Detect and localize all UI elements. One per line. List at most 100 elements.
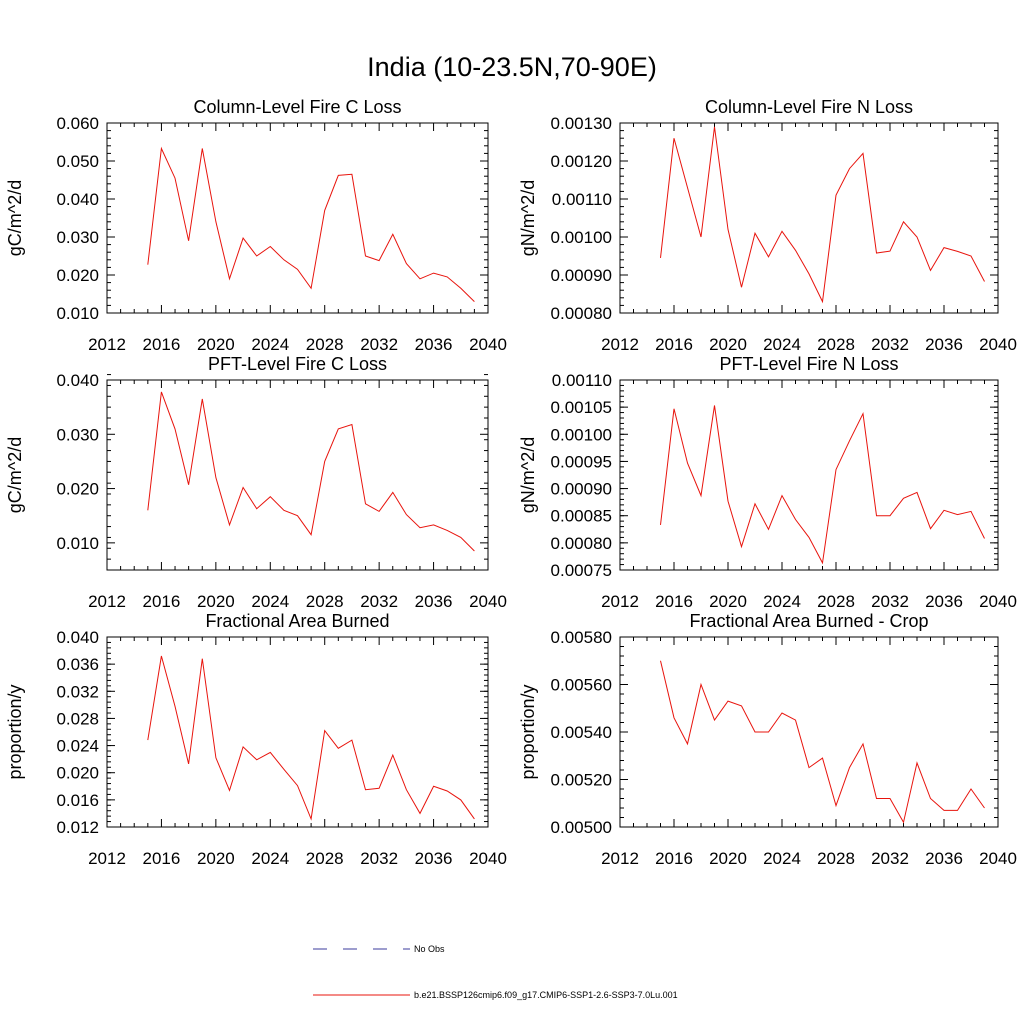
- series-line: [147, 146, 475, 302]
- y-axis-label: gC/m^2/d: [5, 437, 25, 513]
- x-tick-label: 2020: [197, 335, 235, 354]
- x-tick-label: 2028: [306, 592, 344, 611]
- x-tick-label: 2036: [925, 592, 963, 611]
- y-tick-label: 0.030: [56, 228, 99, 247]
- x-tick-label: 2012: [601, 335, 639, 354]
- panel-title: Column-Level Fire N Loss: [705, 97, 913, 117]
- series-line: [147, 655, 475, 821]
- x-tick-label: 2020: [709, 592, 747, 611]
- x-tick-label: 2032: [360, 849, 398, 868]
- y-tick-label: 0.00090: [551, 266, 612, 285]
- series-line: [147, 391, 475, 552]
- y-tick-label: 0.00100: [551, 425, 612, 444]
- y-tick-label: 0.050: [56, 152, 99, 171]
- y-axis-label: gN/m^2/d: [518, 180, 538, 256]
- x-tick-label: 2040: [979, 849, 1017, 868]
- x-tick-label: 2016: [143, 849, 181, 868]
- y-tick-label: 0.036: [56, 655, 99, 674]
- panel-title: Column-Level Fire C Loss: [193, 97, 401, 117]
- x-tick-label: 2032: [871, 335, 909, 354]
- x-tick-label: 2036: [415, 849, 453, 868]
- y-tick-label: 0.030: [56, 425, 99, 444]
- y-tick-label: 0.00500: [551, 818, 612, 837]
- x-tick-label: 2016: [655, 592, 693, 611]
- y-tick-label: 0.020: [56, 764, 99, 783]
- y-tick-label: 0.040: [56, 190, 99, 209]
- y-axis-label: gN/m^2/d: [518, 437, 538, 513]
- y-tick-label: 0.00090: [551, 480, 612, 499]
- x-tick-label: 2036: [925, 849, 963, 868]
- series-line: [660, 126, 985, 304]
- x-tick-label: 2040: [469, 592, 507, 611]
- x-tick-label: 2032: [871, 592, 909, 611]
- x-tick-label: 2028: [306, 335, 344, 354]
- plot-frame: [619, 122, 999, 314]
- y-tick-label: 0.00080: [551, 534, 612, 553]
- x-tick-label: 2040: [979, 592, 1017, 611]
- x-tick-label: 2040: [469, 335, 507, 354]
- y-tick-label: 0.00075: [551, 561, 612, 580]
- y-tick-label: 0.040: [56, 371, 99, 390]
- panel-6: Fractional Area Burned - Crop proportion/…: [518, 611, 1017, 868]
- plot-frame: [106, 379, 489, 571]
- x-tick-label: 2024: [251, 335, 289, 354]
- panel-title: Fractional Area Burned: [205, 611, 389, 631]
- x-tick-label: 2024: [763, 592, 801, 611]
- y-tick-label: 0.020: [56, 480, 99, 499]
- x-tick-label: 2020: [709, 849, 747, 868]
- panels: Column-Level Fire C Loss gC/m^2/d 2012 2016…: [5, 97, 1017, 868]
- x-tick-label: 2016: [143, 335, 181, 354]
- y-tick-label: 0.00095: [551, 452, 612, 471]
- y-tick-label: 0.00540: [551, 723, 612, 742]
- y-tick-label: 0.028: [56, 709, 99, 728]
- x-tick-label: 2012: [88, 849, 126, 868]
- panel-title: PFT-Level Fire N Loss: [719, 354, 898, 374]
- x-tick-label: 2020: [197, 592, 235, 611]
- x-tick-label: 2036: [415, 335, 453, 354]
- legend-model-label: b.e21.BSSP126cmip6.f09_g17.CMIP6-SSP1-2.…: [414, 990, 678, 1000]
- x-tick-label: 2012: [601, 592, 639, 611]
- x-tick-label: 2016: [655, 335, 693, 354]
- y-tick-label: 0.032: [56, 682, 99, 701]
- y-tick-label: 0.010: [56, 534, 99, 553]
- panel-title: PFT-Level Fire C Loss: [208, 354, 387, 374]
- x-tick-label: 2040: [469, 849, 507, 868]
- legend: No Obs b.e21.BSSP126cmip6.f09_g17.CMIP6-…: [313, 944, 678, 1000]
- y-tick-label: 0.00560: [551, 676, 612, 695]
- x-tick-label: 2020: [197, 849, 235, 868]
- x-tick-label: 2024: [251, 849, 289, 868]
- plot-frame: [106, 122, 489, 314]
- x-tick-label: 2032: [360, 592, 398, 611]
- x-tick-label: 2028: [817, 849, 855, 868]
- plot-frame: [619, 379, 999, 571]
- plot-frame: [619, 636, 999, 828]
- x-tick-label: 2028: [817, 592, 855, 611]
- panel-title: Fractional Area Burned - Crop: [689, 611, 928, 631]
- x-tick-label: 2036: [415, 592, 453, 611]
- figure-title: India (10-23.5N,70-90E): [367, 52, 657, 82]
- x-tick-label: 2036: [925, 335, 963, 354]
- y-tick-label: 0.00580: [551, 628, 612, 647]
- y-tick-label: 0.00120: [551, 152, 612, 171]
- x-tick-label: 2024: [763, 335, 801, 354]
- x-tick-label: 2012: [601, 849, 639, 868]
- x-tick-label: 2032: [871, 849, 909, 868]
- y-tick-label: 0.010: [56, 304, 99, 323]
- x-tick-label: 2012: [88, 592, 126, 611]
- panel-4: PFT-Level Fire N Loss gN/m^2/d 2012 2016 202…: [518, 354, 1017, 611]
- y-tick-label: 0.016: [56, 791, 99, 810]
- y-tick-label: 0.00080: [551, 304, 612, 323]
- series-line: [660, 660, 985, 824]
- y-tick-label: 0.00110: [552, 371, 612, 390]
- panel-2: Column-Level Fire N Loss gN/m^2/d 2012 2016…: [518, 97, 1017, 354]
- x-tick-label: 2024: [251, 592, 289, 611]
- y-tick-label: 0.024: [56, 737, 99, 756]
- y-tick-label: 0.00520: [551, 771, 612, 790]
- y-tick-label: 0.00105: [551, 398, 612, 417]
- y-axis-label: proportion/y: [518, 684, 538, 779]
- x-tick-label: 2012: [88, 335, 126, 354]
- x-tick-label: 2040: [979, 335, 1017, 354]
- y-tick-label: 0.060: [56, 114, 99, 133]
- panel-1: Column-Level Fire C Loss gC/m^2/d 2012 2016…: [5, 97, 507, 354]
- x-tick-label: 2016: [143, 592, 181, 611]
